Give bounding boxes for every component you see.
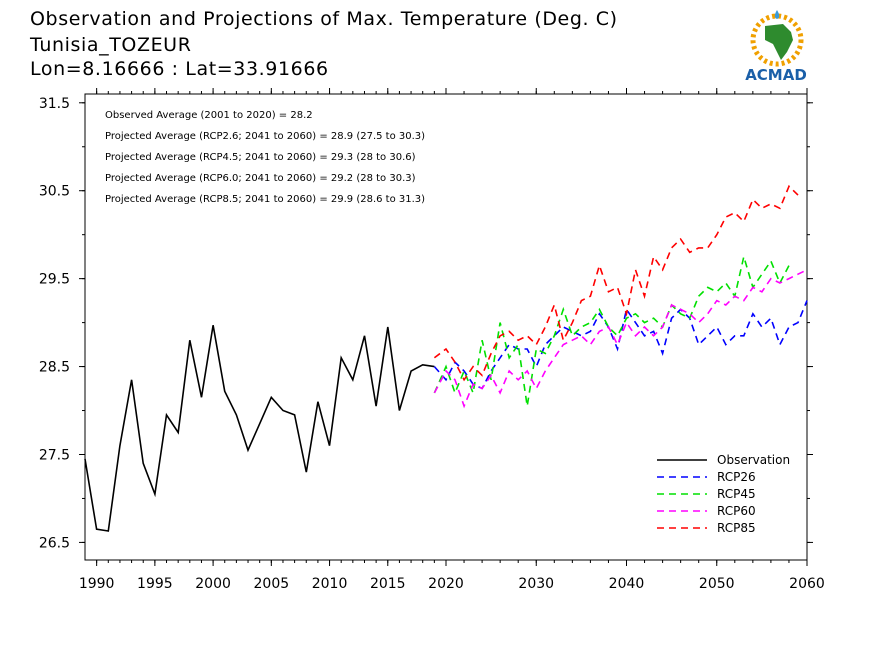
y-tick-label: 30.5 [39, 184, 70, 200]
series-line-rcp85 [433, 184, 799, 382]
location-coords: Lon=8.16666 : Lat=33.91666 [30, 58, 329, 80]
annotation-line: Projected Average (RCP4.5; 2041 to 2060)… [105, 152, 416, 163]
series-line-rcp26 [433, 300, 808, 390]
x-tick-label: 2010 [312, 576, 348, 592]
series-line-observation [84, 325, 435, 532]
acmad-logo: ACMAD [735, 8, 825, 86]
annotation-line: Projected Average (RCP6.0; 2041 to 2060)… [105, 173, 416, 184]
x-tick-label: 2005 [254, 576, 290, 592]
annotation-line: Projected Average (RCP8.5; 2041 to 2060)… [105, 194, 425, 205]
y-tick-label: 26.5 [39, 535, 70, 551]
x-tick-label: 2015 [370, 576, 406, 592]
location-name: Tunisia_TOZEUR [30, 34, 192, 56]
annotation-line: Observed Average (2001 to 2020) = 28.2 [105, 110, 313, 121]
x-tick-label: 1995 [137, 576, 173, 592]
legend-label: RCP60 [717, 504, 756, 518]
annotation-line: Projected Average (RCP2.6; 2041 to 2060)… [105, 131, 425, 142]
y-tick-label: 29.5 [39, 272, 70, 288]
x-tick-label: 2000 [195, 576, 231, 592]
legend-label: RCP85 [717, 521, 756, 535]
legend-label: RCP45 [717, 487, 756, 501]
logo-text: ACMAD [745, 66, 807, 84]
plot-frame [84, 93, 808, 561]
x-tick-label: 2060 [789, 576, 825, 592]
legend-label: Observation [717, 453, 790, 467]
chart-title: Observation and Projections of Max. Temp… [30, 8, 618, 30]
x-tick-label: 1990 [79, 576, 115, 592]
x-tick-label: 2050 [699, 576, 735, 592]
x-tick-label: 2030 [518, 576, 554, 592]
x-tick-label: 2040 [609, 576, 645, 592]
africa-map-logo-icon [750, 10, 804, 67]
series-line-rcp60 [433, 269, 808, 409]
legend-label: RCP26 [717, 470, 756, 484]
series-line-rcp45 [433, 253, 790, 407]
y-tick-label: 28.5 [39, 360, 70, 376]
x-tick-label: 2020 [428, 576, 464, 592]
y-tick-label: 31.5 [39, 96, 70, 112]
y-tick-label: 27.5 [39, 447, 70, 463]
